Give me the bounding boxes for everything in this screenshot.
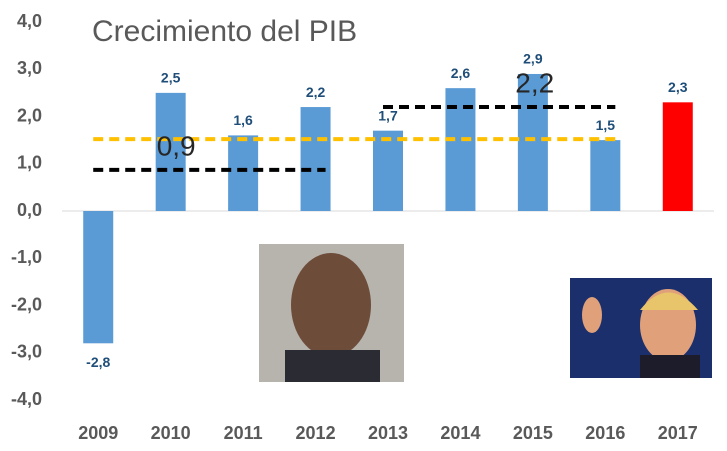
bar xyxy=(300,107,331,211)
x-tick-label: 2016 xyxy=(585,423,625,443)
x-tick-label: 2010 xyxy=(151,423,191,443)
reference-label: 2,2 xyxy=(515,67,554,98)
bar xyxy=(662,102,693,211)
y-tick-label: -2,0 xyxy=(11,294,42,314)
y-tick-label: 0,0 xyxy=(17,200,42,220)
photo-obama xyxy=(259,244,404,382)
chart-title: Crecimiento del PIB xyxy=(92,15,357,48)
y-tick-label: 3,0 xyxy=(17,58,42,78)
y-tick-label: 4,0 xyxy=(17,11,42,31)
value-label: 1,5 xyxy=(596,117,616,133)
value-label: 1,7 xyxy=(378,107,398,123)
y-tick-label: 2,0 xyxy=(17,105,42,125)
value-label: 2,5 xyxy=(161,70,181,86)
bar xyxy=(517,73,548,211)
x-tick-label: 2014 xyxy=(440,423,480,443)
bar xyxy=(83,211,114,344)
value-label: 1,6 xyxy=(233,112,253,128)
value-label: 2,2 xyxy=(306,84,326,100)
bar xyxy=(373,130,403,211)
value-label: -2,8 xyxy=(86,354,110,370)
x-tick-label: 2013 xyxy=(368,423,408,443)
y-tick-label: 1,0 xyxy=(17,153,42,173)
value-label: 2,6 xyxy=(451,65,471,81)
x-tick-label: 2009 xyxy=(78,423,118,443)
y-tick-label: -1,0 xyxy=(11,247,42,267)
x-tick-label: 2012 xyxy=(296,423,336,443)
x-tick-label: 2017 xyxy=(658,423,698,443)
x-tick-label: 2015 xyxy=(513,423,553,443)
x-tick-label: 2011 xyxy=(224,423,263,443)
value-label: 2,9 xyxy=(523,51,543,67)
bar xyxy=(228,135,259,211)
bar xyxy=(590,140,621,211)
photo-trump xyxy=(570,278,712,378)
y-tick-label: -4,0 xyxy=(11,389,42,409)
bar xyxy=(155,92,186,211)
y-tick-label: -3,0 xyxy=(11,342,42,362)
value-label: 2,3 xyxy=(668,79,688,95)
reference-label: 0,9 xyxy=(157,130,196,161)
